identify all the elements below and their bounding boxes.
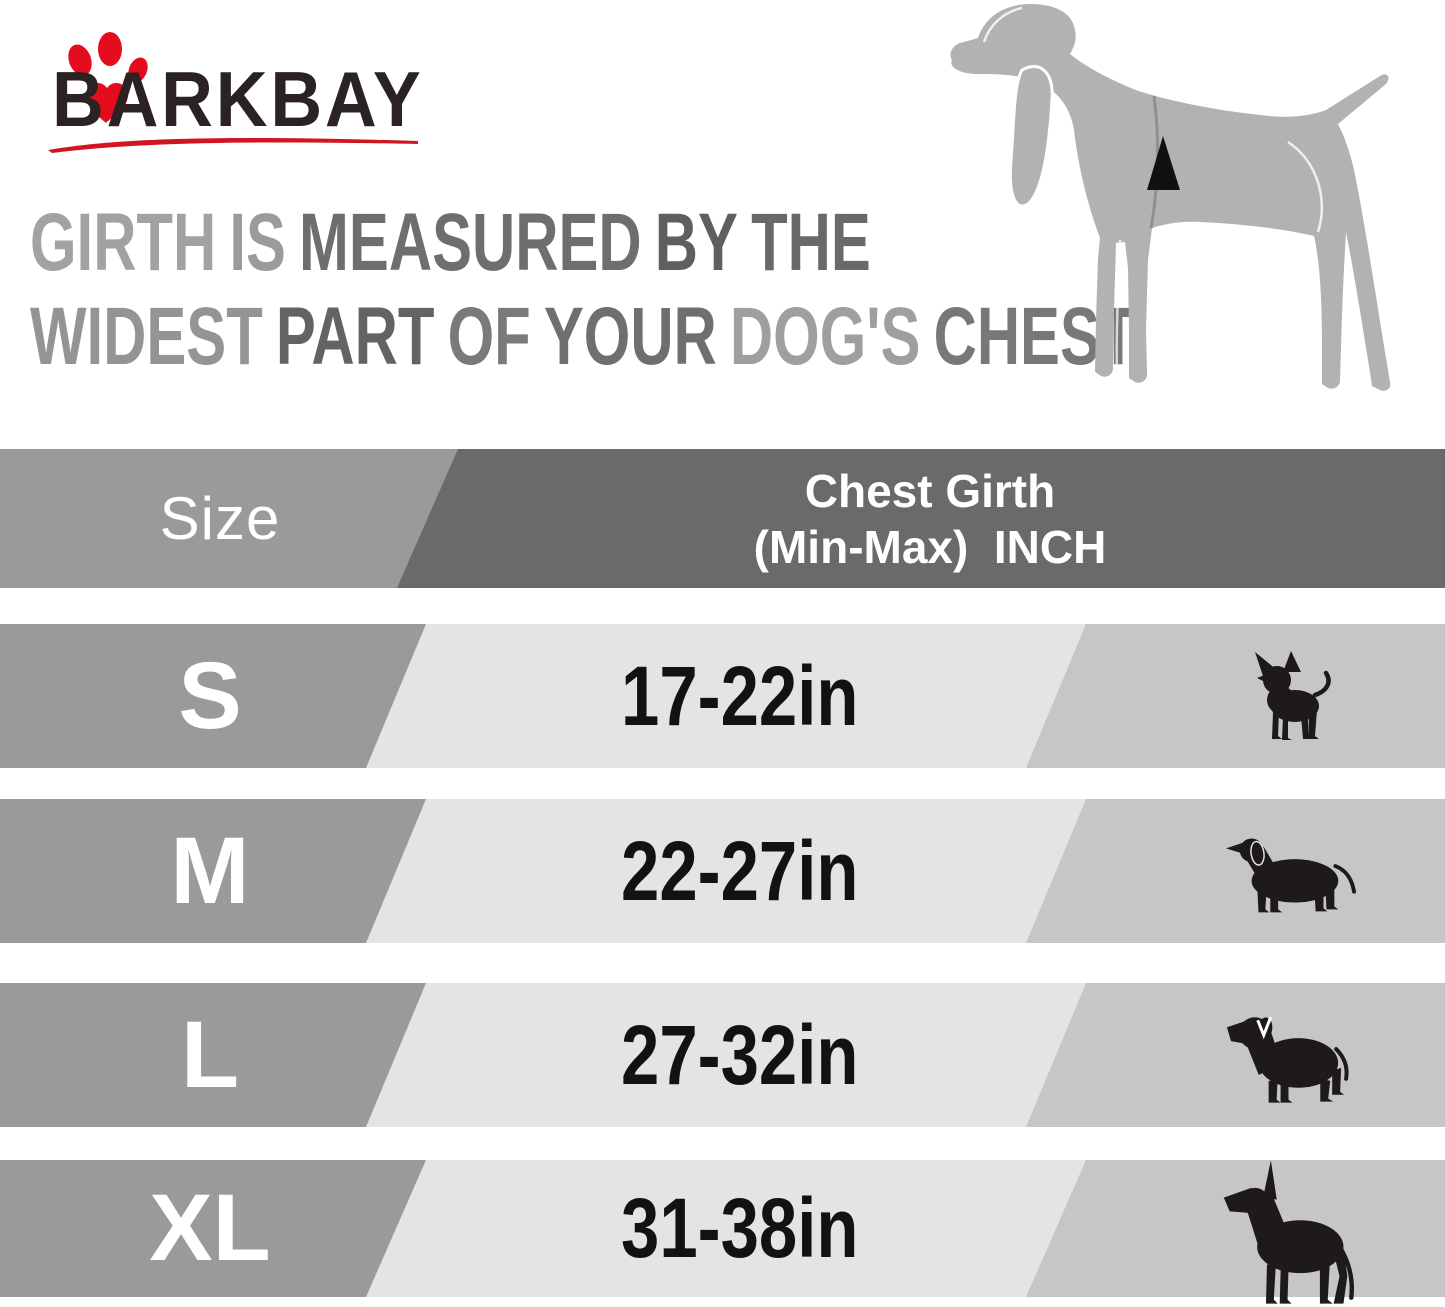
headline-word: PART — [275, 291, 435, 382]
row-size-bg — [0, 624, 426, 768]
header-girth-line-2: (Min-Max) INCH — [753, 520, 1107, 573]
girth-triangle-marker — [1147, 136, 1180, 190]
table-row-size-s: S 17-22in — [0, 624, 1445, 768]
chihuahua-icon — [1160, 624, 1420, 768]
paw-icon — [68, 32, 148, 123]
row-size-bg — [0, 1160, 426, 1297]
girth-text: 31-38in — [621, 1181, 859, 1275]
girth-text: 17-22in — [621, 648, 859, 743]
header-size-column-bg — [0, 449, 458, 588]
row-size-bg — [0, 799, 426, 943]
headline-word: WIDEST — [30, 291, 263, 382]
headline-word: BY — [654, 197, 738, 288]
girth-value: 17-22in — [410, 624, 1070, 768]
header-girth-label: Chest Girth (Min-Max) INCH — [430, 449, 1430, 588]
headline-word: THE — [751, 197, 871, 288]
logo-underline-swoosh — [48, 138, 418, 153]
header-size-label: Size — [159, 485, 281, 552]
size-label: XL — [149, 1175, 271, 1281]
headline-word: DOG'S — [729, 291, 921, 382]
size-label: S — [178, 642, 242, 749]
table-row-size-xl: XL 31-38in — [0, 1160, 1445, 1304]
dog-side-silhouette-illustration — [950, 4, 1391, 391]
headline-word: GIRTH — [30, 197, 217, 288]
headline-word: IS — [229, 197, 286, 288]
headline-line-1: GIRTH IS MEASURED BY THE — [30, 196, 1160, 290]
dachshund-icon — [1160, 799, 1420, 943]
row-size-bg — [0, 983, 426, 1127]
table-row-size-m: M 22-27in — [0, 799, 1445, 943]
size-label: L — [180, 1001, 240, 1108]
table-row-size-l: L 27-32in — [0, 983, 1445, 1127]
size-label: M — [170, 817, 250, 924]
girth-text: 22-27in — [621, 823, 859, 918]
header-girth-line-1: Chest Girth — [804, 464, 1056, 517]
brand-logo: BARKBAY — [22, 10, 442, 160]
headline-word: OF — [447, 291, 531, 382]
girth-value: 22-27in — [410, 799, 1070, 943]
girth-text: 27-32in — [621, 1007, 859, 1102]
girth-value: 27-32in — [410, 983, 1070, 1127]
girth-value: 31-38in — [410, 1160, 1070, 1297]
great-dane-icon — [1160, 1160, 1420, 1304]
headline-word: MEASURED — [299, 197, 642, 288]
headline-word: YOUR — [543, 291, 717, 382]
labrador-icon — [1160, 983, 1420, 1127]
brand-name: BARKBAY — [52, 55, 424, 143]
table-header-row: Size Chest Girth (Min-Max) INCH — [0, 449, 1445, 588]
